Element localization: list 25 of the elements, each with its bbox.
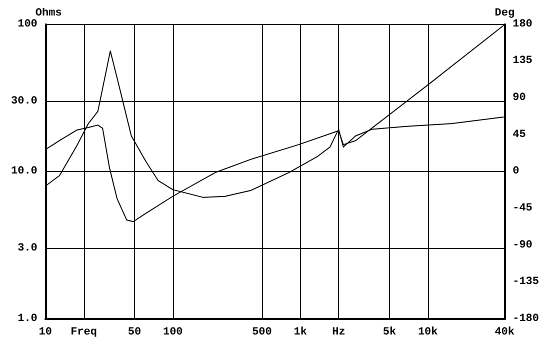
x-tick-label: Hz [332,326,346,338]
y-tick-label: 1.0 [18,313,38,325]
x-tick-label: 50 [128,326,142,338]
y-tick-label: 10.0 [11,166,38,178]
y2-tick-label: -135 [512,276,540,288]
y2-tick-label: -45 [512,202,533,215]
x-tick-label: 1k [294,326,308,338]
x-tick-label: Freq [70,326,97,338]
x-tick-label: 5k [382,326,396,338]
y-tick-label: 30.0 [11,95,38,108]
y2-tick-label: 0 [512,166,520,178]
x-tick-label: 10k [418,326,438,338]
x-tick-label: 100 [162,326,183,338]
y-tick-label: 100 [18,18,38,30]
x-tick-label: 500 [252,326,272,338]
y2-tick-label: 90 [512,92,526,104]
x-tick-label: 10 [38,326,52,338]
y2-tick-label: -90 [512,239,532,252]
y2-tick-label: -180 [512,313,539,325]
y-tick-label: 3.0 [18,242,38,255]
y2-tick-label: 180 [512,18,532,30]
y2-axis-title: Deg [494,8,515,20]
y2-tick-label: 45 [512,128,526,141]
x-tick-label: 40k [494,326,515,338]
y2-tick-label: 135 [512,55,533,68]
